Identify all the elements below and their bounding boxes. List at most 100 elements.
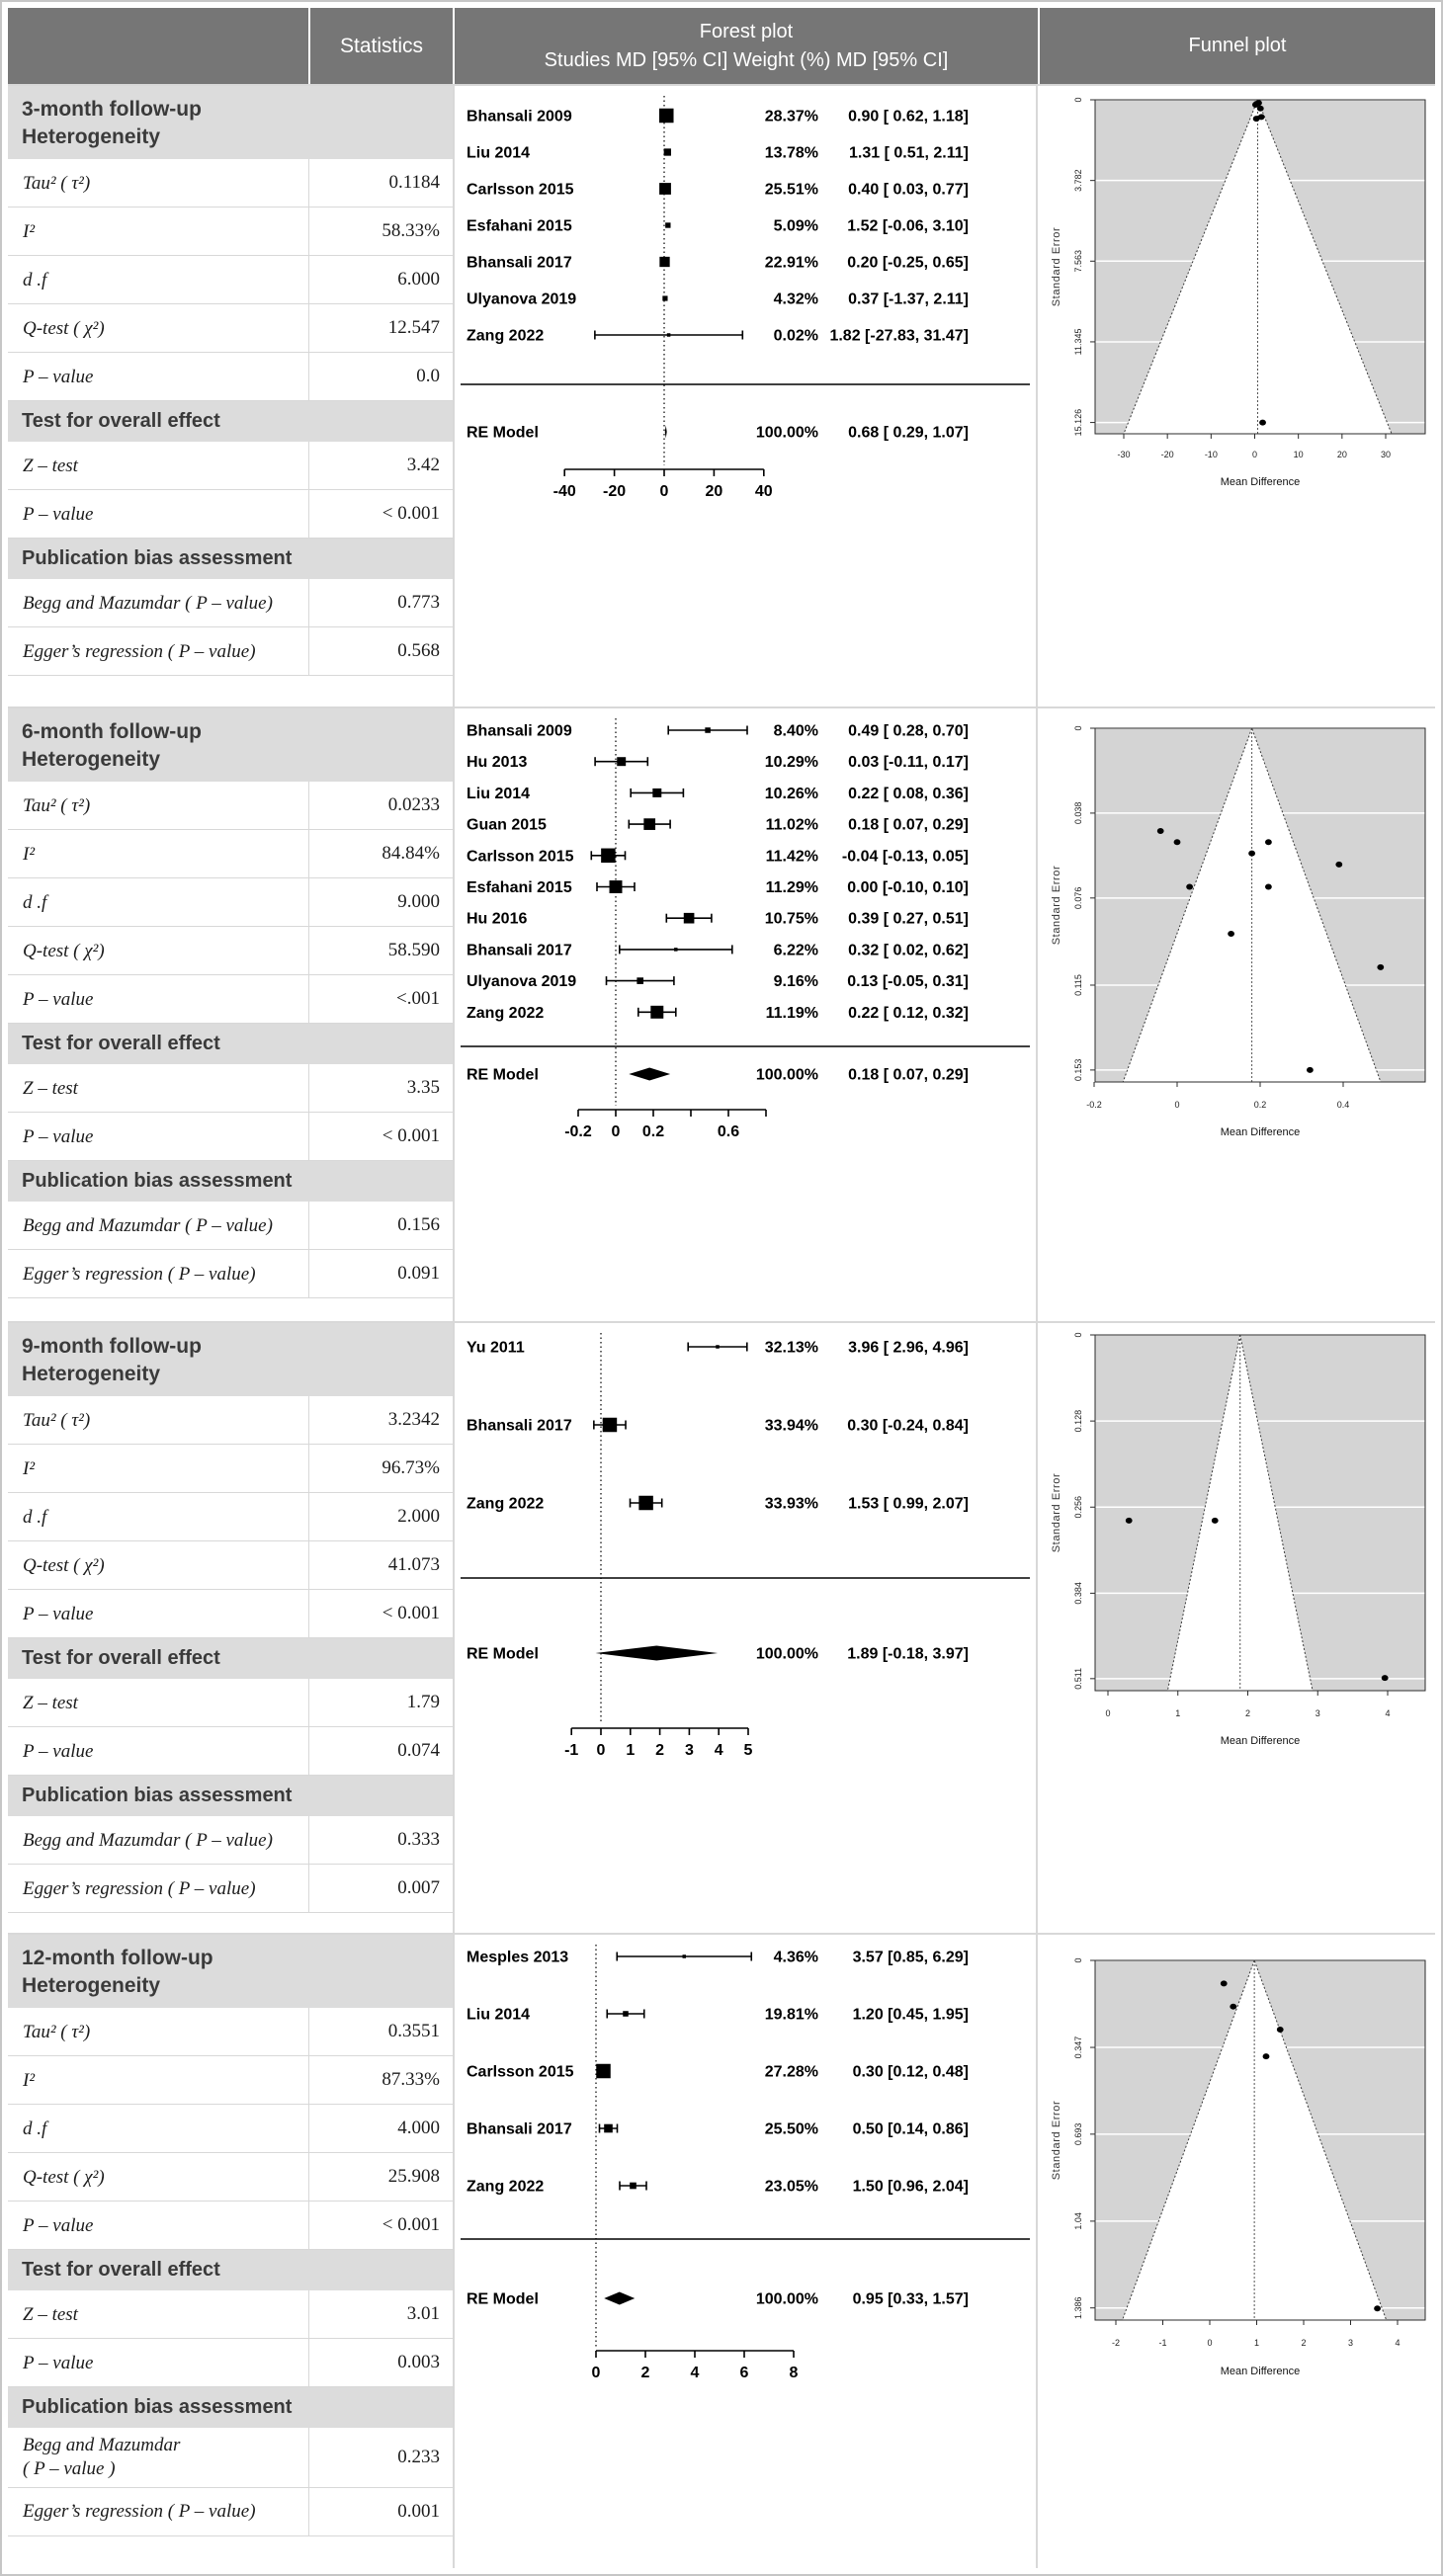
forest-study-row: Yu 2011 32.13% 3.96 [ 2.96, 4.96] (467, 1340, 969, 1357)
header-spacer-cell (8, 8, 308, 84)
axis-tick-label: 40 (755, 483, 773, 500)
pseudo-confidence-funnel (1122, 728, 1382, 1082)
effect-square (659, 256, 670, 268)
re-model-weight: 100.00% (756, 425, 818, 442)
y-tick-label: 0.153 (1073, 1059, 1083, 1082)
re-model-ci: 0.18 [ 0.07, 0.29] (848, 1067, 969, 1084)
stats-row: P – value < 0.001 (8, 1113, 453, 1162)
funnel-y-axis: 0 0.128 0.256 0.384 0.511 (1073, 1332, 1095, 1690)
re-model-label: RE Model (467, 1646, 539, 1663)
forest-re-model-row: RE Model 100.00% 0.18 [ 0.07, 0.29] (467, 1067, 969, 1084)
forest-panel: Bhansali 2009 8.40% 0.49 [ 0.28, 0.70] Hu 2… (453, 708, 1036, 1321)
stats-value: 3.42 (308, 442, 453, 490)
stats-label: d .f (23, 1506, 47, 1528)
axis-tick-label: 1 (626, 1742, 635, 1759)
study-name: Zang 2022 (467, 1496, 544, 1513)
stats-row: Egger’s regression ( P – value) 0.568 (8, 627, 453, 677)
stats-label: P – value (23, 1125, 94, 1147)
stats-label: Begg and Mazumdar ( P – value) (23, 1214, 273, 1236)
y-tick-label: 1.386 (1073, 2296, 1083, 2319)
stats-value: 12.547 (308, 304, 453, 353)
study-weight: 10.29% (765, 754, 818, 771)
re-model-label: RE Model (467, 425, 539, 442)
study-name: Esfahani 2015 (467, 218, 572, 235)
plot-frame (1094, 1334, 1426, 1692)
plot-frame (1094, 1959, 1426, 2321)
study-ci: 0.22 [ 0.08, 0.36] (848, 786, 969, 802)
stats-value: 0.568 (308, 627, 453, 676)
x-tick-label: 2 (1245, 1708, 1250, 1718)
effect-square (638, 1495, 653, 1511)
section-title-line1: 3-month follow-up (22, 98, 202, 121)
stats-row: d .f 2.000 (8, 1493, 453, 1542)
x-tick-label: -20 (1161, 450, 1174, 459)
stats-value: 58.590 (308, 927, 453, 975)
study-ci: 3.96 [ 2.96, 4.96] (848, 1340, 969, 1357)
axis-tick-label: -0.2 (564, 1123, 592, 1140)
axis-tick-label: 0.6 (718, 1123, 739, 1140)
x-axis-title: Mean Difference (1221, 1735, 1301, 1747)
stats-row: P – value <.001 (8, 975, 453, 1025)
forest-study-row: Guan 2015 11.02% 0.18 [ 0.07, 0.29] (467, 817, 969, 834)
effect-square (617, 757, 627, 767)
stats-row: Egger’s regression ( P – value) 0.007 (8, 1865, 453, 1914)
stats-value: 87.33% (308, 2056, 453, 2105)
funnel-point (1186, 883, 1193, 890)
statistics-panel: 6-month follow-up Heterogeneity Tau² ( τ²)… (8, 708, 453, 1321)
stats-row: Tau² ( τ²) 0.1184 (8, 159, 453, 208)
study-name: Zang 2022 (467, 2179, 544, 2196)
y-tick-label: 11.345 (1073, 329, 1083, 356)
y-axis-title: Standard Error (1051, 2101, 1062, 2181)
section-3-month: 3-month follow-up Heterogeneity Tau² ( τ²)… (8, 84, 1435, 706)
stats-value: 0.0233 (308, 782, 453, 830)
stats-subheader: Test for overall effect (8, 1638, 453, 1680)
effect-square (662, 295, 668, 301)
forest-study-row: Esfahani 2015 11.29% 0.00 [-0.10, 0.10] (467, 879, 969, 896)
forest-study-row: Ulyanova 2019 9.16% 0.13 [-0.05, 0.31] (467, 973, 969, 990)
stats-subheader: Test for overall effect (8, 2250, 453, 2291)
forest-plot: Yu 2011 32.13% 3.96 [ 2.96, 4.96] Bhansali … (461, 1333, 1030, 1759)
forest-study-row: Liu 2014 10.26% 0.22 [ 0.08, 0.36] (467, 786, 969, 802)
effect-square (604, 2123, 613, 2133)
funnel-point (1374, 2305, 1381, 2312)
x-tick-label: 30 (1381, 450, 1391, 459)
section-title-line2: Heterogeneity (22, 747, 161, 771)
stats-label: Q-test ( χ²) (23, 2166, 105, 2188)
axis-tick-label: 0 (612, 1123, 621, 1140)
statistics-header-cell: Statistics (8, 8, 453, 84)
axis-tick-label: 20 (706, 483, 723, 500)
section-title-line2: Heterogeneity (22, 1973, 161, 1997)
funnel-point (1125, 1517, 1133, 1524)
stats-row: Tau² ( τ²) 0.3551 (8, 2008, 453, 2057)
x-tick-label: -2 (1112, 2338, 1120, 2348)
forest-x-axis: -1 0 1 2 3 4 5 (564, 1727, 753, 1759)
funnel-point (1381, 1675, 1389, 1682)
study-ci: -0.04 [-0.13, 0.05] (842, 848, 969, 865)
y-tick-label: 0.038 (1073, 802, 1083, 825)
stats-value: 3.35 (308, 1064, 453, 1113)
effect-square (623, 2011, 629, 2017)
stats-value: 0.3551 (308, 2008, 453, 2056)
column-header-row: Statistics Forest plot Studies MD [95% C… (8, 8, 1435, 84)
effect-square (596, 2063, 611, 2079)
axis-tick-label: 3 (685, 1742, 694, 1759)
axis-tick-label: 2 (655, 1742, 664, 1759)
study-weight: 11.02% (766, 817, 818, 834)
funnel-point (1228, 930, 1234, 937)
stats-label: Q-test ( χ²) (23, 940, 105, 961)
stats-row: P – value < 0.001 (8, 2202, 453, 2251)
study-weight: 22.91% (765, 255, 818, 272)
x-tick-label: -30 (1117, 450, 1130, 459)
x-tick-label: 0.2 (1254, 1100, 1267, 1110)
study-name: Bhansali 2017 (467, 942, 572, 958)
statistics-header-label: Statistics (310, 8, 453, 84)
funnel-plot-title: Funnel plot (1188, 35, 1287, 56)
study-name: Liu 2014 (467, 2007, 530, 2024)
forest-study-row: Zang 2022 23.05% 1.50 [0.96, 2.04] (467, 2179, 969, 2196)
stats-label: d .f (23, 269, 47, 291)
funnel-point (1173, 839, 1181, 846)
funnel-y-axis: 0 3.782 7.563 11.345 15.126 (1073, 97, 1095, 436)
stats-row: P – value 0.0 (8, 353, 453, 402)
study-name: Bhansali 2017 (467, 2121, 572, 2138)
effect-square (630, 2182, 637, 2190)
